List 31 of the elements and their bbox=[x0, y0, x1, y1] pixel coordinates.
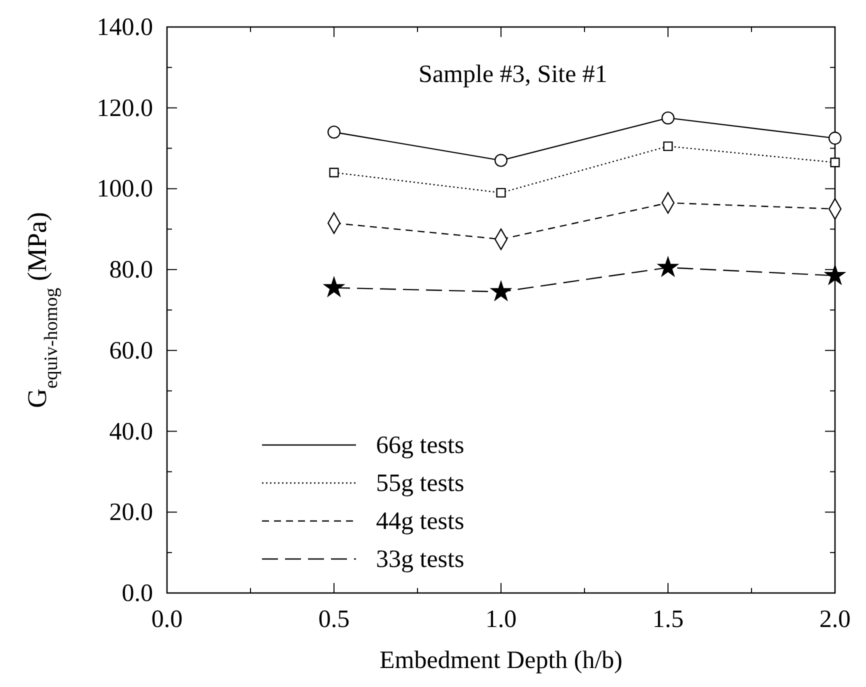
point bbox=[490, 281, 512, 300]
point bbox=[830, 158, 840, 168]
point bbox=[329, 168, 339, 178]
y-tick-label: 60.0 bbox=[109, 337, 153, 364]
x-axis-title: Embedment Depth (h/b) bbox=[380, 647, 622, 674]
point bbox=[324, 277, 344, 296]
y-tick-label: 140.0 bbox=[96, 14, 153, 41]
x-tick-label: 2.0 bbox=[819, 606, 851, 633]
legend-label: 33g tests bbox=[376, 546, 464, 573]
point bbox=[327, 126, 341, 139]
point bbox=[663, 141, 673, 152]
point bbox=[661, 111, 675, 124]
point bbox=[828, 132, 842, 145]
legend-label: 55g tests bbox=[376, 470, 464, 497]
x-tick-label: 0.5 bbox=[318, 606, 350, 633]
y-tick-label: 100.0 bbox=[96, 176, 153, 203]
legend-label: 66g tests bbox=[376, 432, 464, 459]
y-tick-label: 80.0 bbox=[109, 256, 153, 284]
legend-label: 44g tests bbox=[376, 508, 464, 535]
text: Sample #3, Site #1 bbox=[418, 61, 608, 88]
point bbox=[824, 265, 846, 284]
point bbox=[496, 188, 506, 198]
y-tick-label: 40.0 bbox=[109, 418, 153, 446]
y-tick-label: 120.0 bbox=[96, 94, 153, 122]
point bbox=[494, 154, 508, 167]
x-tick-label: 1.0 bbox=[485, 606, 517, 633]
y-tick-label: 0.0 bbox=[122, 580, 153, 607]
x-tick-label: 1.5 bbox=[652, 606, 684, 633]
x-tick-label: 0.0 bbox=[151, 606, 183, 633]
point bbox=[658, 257, 678, 276]
y-tick-label: 20.0 bbox=[109, 499, 153, 526]
